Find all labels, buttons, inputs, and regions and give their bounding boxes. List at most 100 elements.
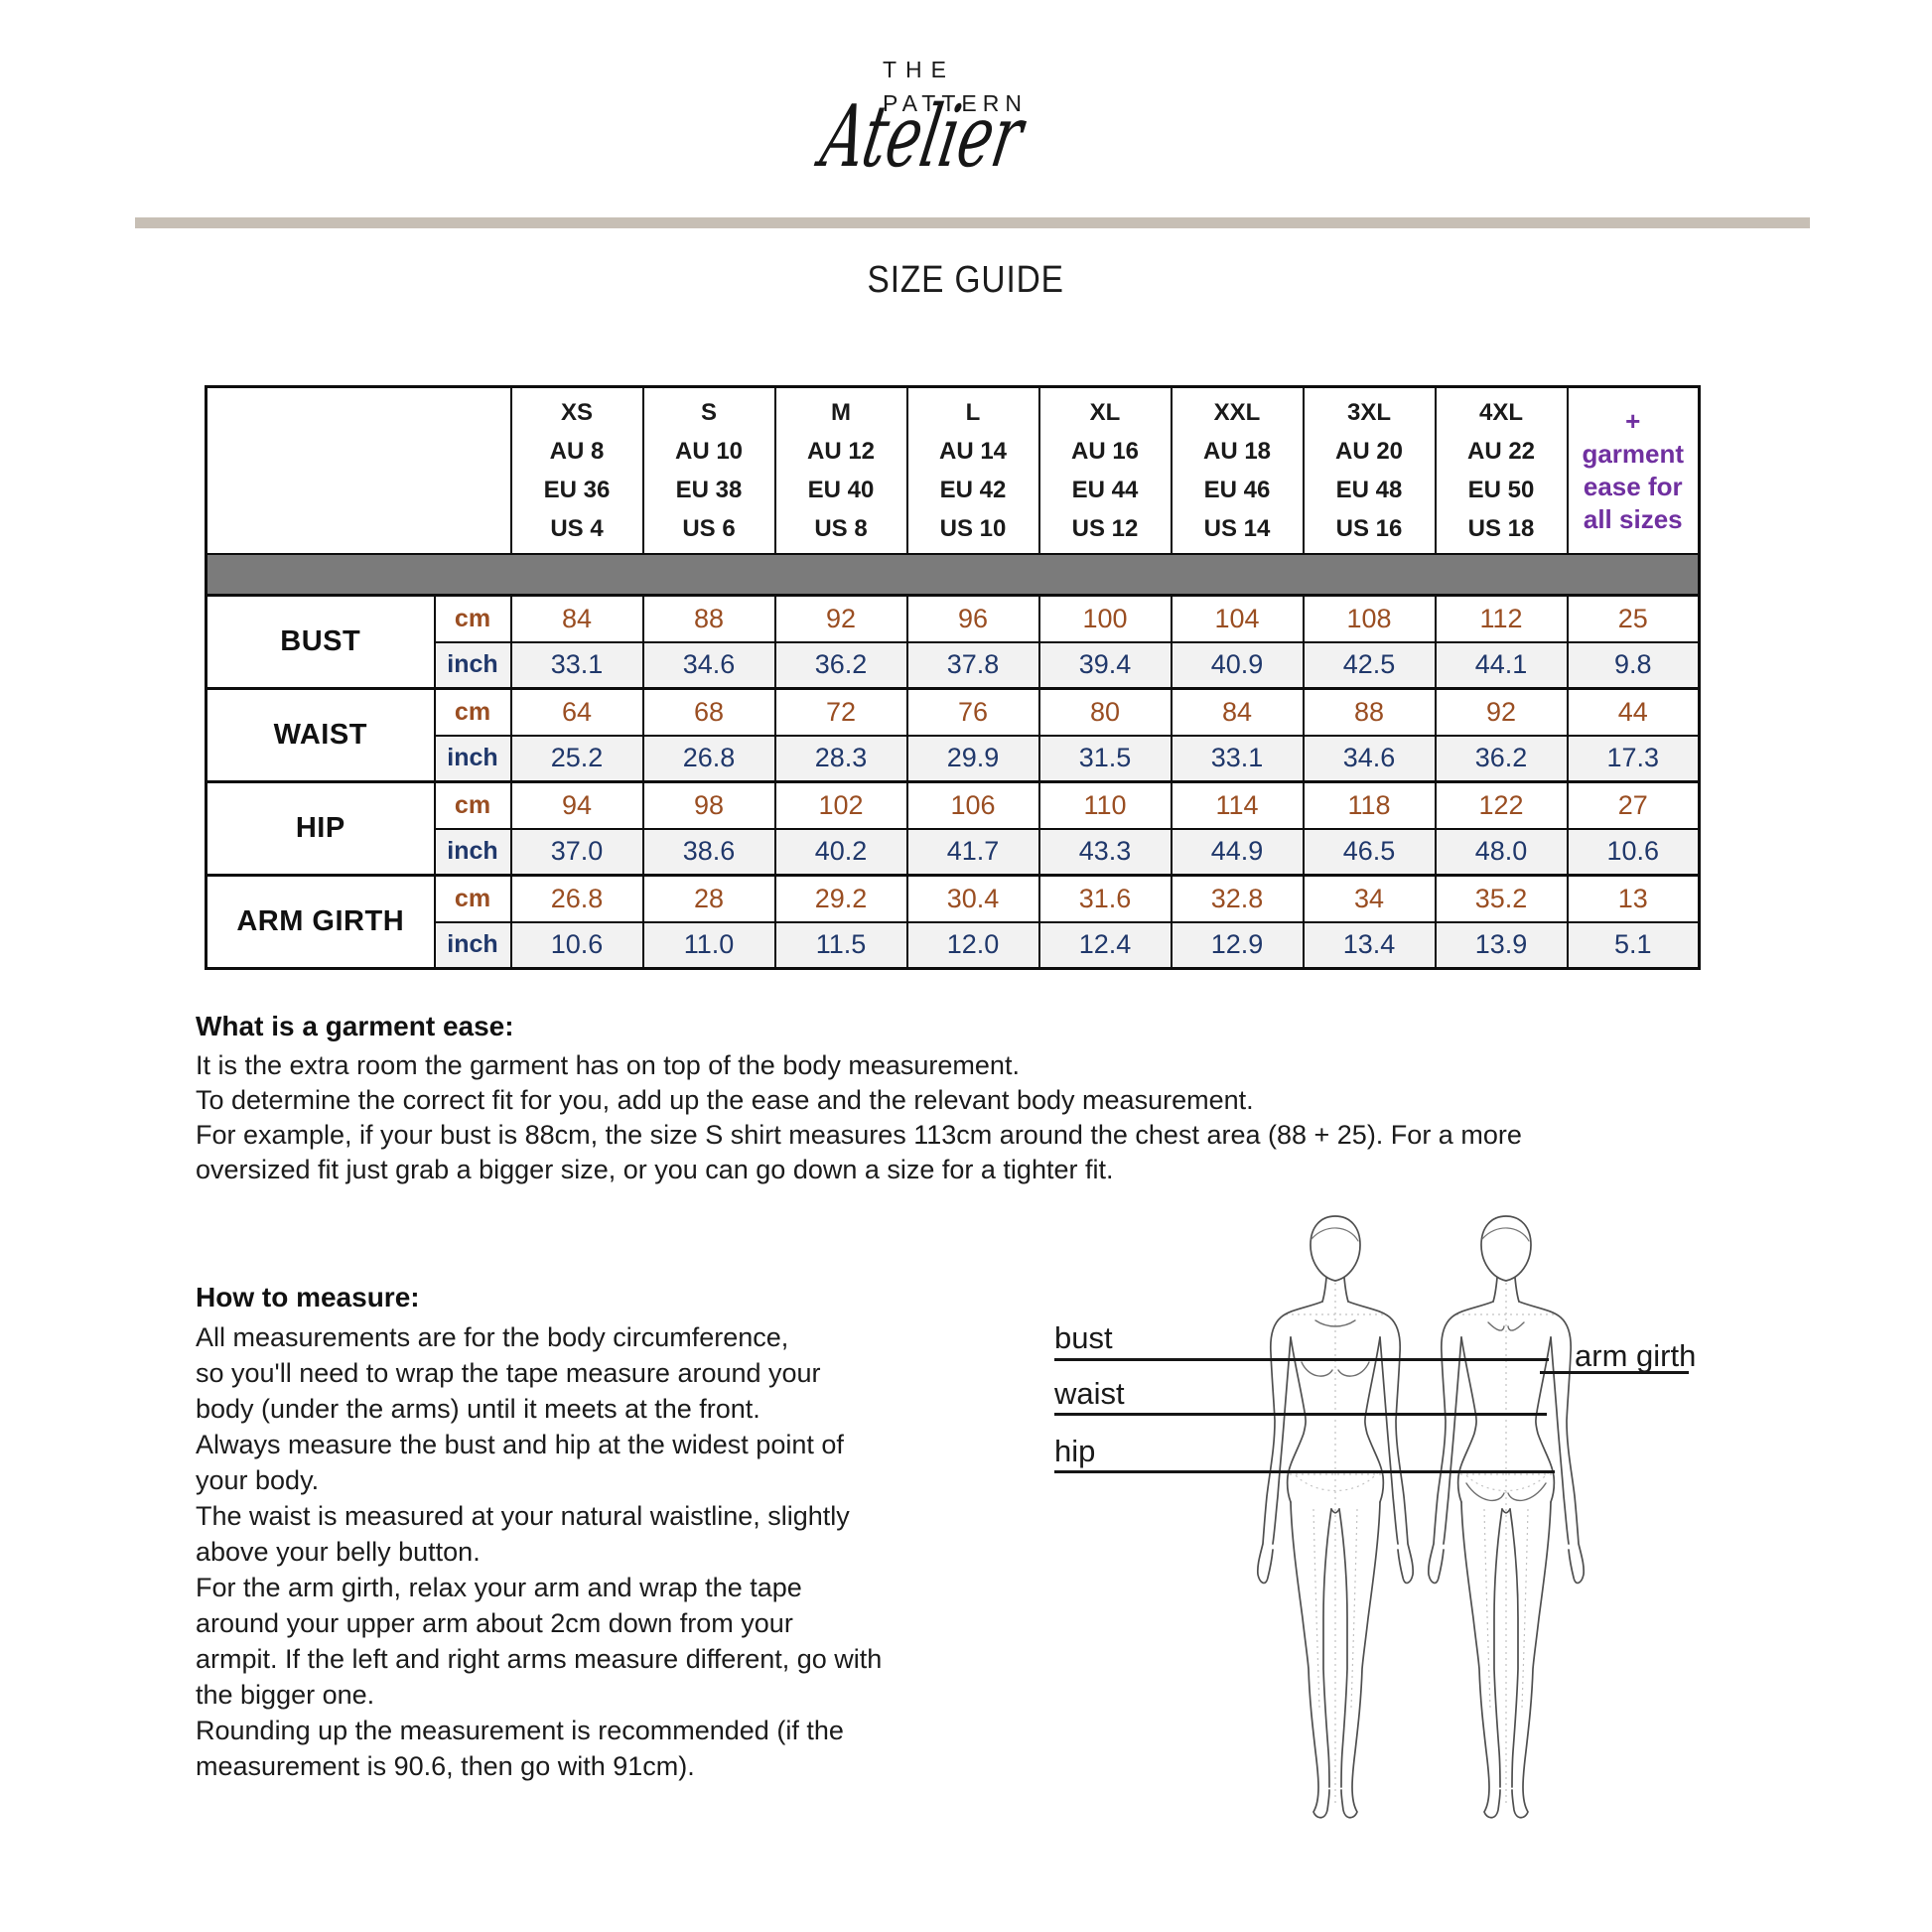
unit-inch-cell: inch	[433, 827, 512, 877]
cm-value-cell: 112	[1434, 594, 1569, 643]
hip-line-label: hip	[1054, 1434, 1096, 1468]
waist-line-label: waist	[1054, 1376, 1125, 1411]
ease-column-header: + garment ease for all sizes	[1566, 385, 1701, 555]
how-to-measure-text-line: The waist is measured at your natural wa…	[196, 1501, 850, 1531]
unit-cm-cell: cm	[433, 780, 512, 830]
how-to-measure-text-line: around your upper arm about 2cm down fro…	[196, 1608, 793, 1638]
inch-value-cell: 11.0	[641, 920, 776, 970]
size-header-line: XS	[560, 398, 593, 426]
cm-value-cell: 114	[1170, 780, 1305, 830]
size-header-line: S	[700, 398, 717, 426]
cm-value-cell: 92	[1434, 687, 1569, 737]
size-header-line: AU 20	[1334, 437, 1404, 465]
cm-value-cell: 32.8	[1170, 874, 1305, 923]
measurement-label: BUST	[205, 594, 436, 690]
cm-value-cell: 80	[1037, 687, 1173, 737]
how-to-measure-text-line: so you'll need to wrap the tape measure …	[196, 1358, 821, 1388]
size-header-line: EU 42	[939, 476, 1007, 503]
inch-value-cell: 26.8	[641, 734, 776, 783]
size-header-line: 3XL	[1346, 398, 1391, 426]
inch-value-cell: 31.5	[1037, 734, 1173, 783]
arm-girth-line	[1540, 1371, 1689, 1374]
size-column-header: XS AU 8 EU 36 US 4	[509, 385, 644, 555]
measurement-label: WAIST	[205, 687, 436, 783]
how-to-measure-text-line: body (under the arms) until it meets at …	[196, 1394, 760, 1424]
logo-script-atelier: Atelier	[814, 87, 1031, 187]
size-header-line: XL	[1089, 398, 1121, 426]
cm-value-cell: 64	[509, 687, 644, 737]
how-to-measure-text-line: your body.	[196, 1465, 320, 1495]
size-header-line: EU 36	[543, 476, 611, 503]
unit-inch-cell: inch	[433, 734, 512, 783]
size-header-line: EU 44	[1071, 476, 1139, 503]
unit-cm-cell: cm	[433, 594, 512, 643]
cm-value-cell: 29.2	[773, 874, 908, 923]
how-to-measure-text-line: above your belly button.	[196, 1537, 481, 1567]
unit-cm-cell: cm	[433, 687, 512, 737]
inch-value-cell: 48.0	[1434, 827, 1569, 877]
measurement-cm-row: BUST cm 84 88 92 96 100 104 108 112 25	[205, 594, 1701, 690]
how-to-measure-text-line: Rounding up the measurement is recommend…	[196, 1716, 844, 1745]
cm-value-cell: 110	[1037, 780, 1173, 830]
inch-value-cell: 13.9	[1434, 920, 1569, 970]
cm-value-cell: 84	[1170, 687, 1305, 737]
inch-value-cell: 43.3	[1037, 827, 1173, 877]
cm-value-cell: 28	[641, 874, 776, 923]
cm-value-cell: 98	[641, 780, 776, 830]
size-header-line: AU 8	[549, 437, 605, 465]
how-to-measure-text-line: measurement is 90.6, then go with 91cm).	[196, 1751, 695, 1781]
inch-value-cell: 28.3	[773, 734, 908, 783]
how-to-measure-text-line: For the arm girth, relax your arm and wr…	[196, 1573, 802, 1602]
measurement-inch-row: inch 25.2 26.8 28.3 29.9 31.5 33.1 34.6 36.2 17.3	[207, 734, 1701, 783]
size-header-line: EU 48	[1335, 476, 1403, 503]
how-to-measure-text-line: the bigger one.	[196, 1680, 375, 1710]
inch-value-cell: 36.2	[773, 640, 908, 690]
size-column-header: XXL AU 18 EU 46 US 14	[1170, 385, 1305, 555]
size-header-line: US 14	[1203, 514, 1271, 542]
figure-back	[1427, 1215, 1586, 1819]
ease-header-line: garment	[1582, 438, 1685, 469]
size-header-line: US 4	[550, 514, 604, 542]
logo-word-pattern: PATTERN	[883, 90, 1028, 116]
cm-value-cell: 122	[1434, 780, 1569, 830]
size-column-header: S AU 10 EU 38 US 6	[641, 385, 776, 555]
size-header-line: AU 18	[1202, 437, 1272, 465]
inch-value-cell: 12.4	[1037, 920, 1173, 970]
size-header-line: AU 14	[938, 437, 1008, 465]
cm-value-cell: 34	[1302, 874, 1437, 923]
size-column-header: M AU 12 EU 40 US 8	[773, 385, 908, 555]
page-title-text: SIZE GUIDE	[867, 259, 1065, 301]
size-column-header: XL AU 16 EU 44 US 12	[1037, 385, 1173, 555]
garment-ease-text-line: For example, if your bust is 88cm, the s…	[196, 1120, 1522, 1150]
hip-line	[1054, 1470, 1555, 1473]
how-to-measure-text-line: Always measure the bust and hip at the w…	[196, 1430, 844, 1459]
how-to-measure-text-line: armpit. If the left and right arms measu…	[196, 1644, 883, 1674]
logo-word-the: THE	[883, 57, 955, 82]
size-header-line: AU 22	[1466, 437, 1536, 465]
cm-value-cell: 44	[1566, 687, 1701, 737]
cm-value-cell: 118	[1302, 780, 1437, 830]
size-header-line: AU 16	[1070, 437, 1140, 465]
size-header-line: US 12	[1071, 514, 1139, 542]
inch-value-cell: 12.9	[1170, 920, 1305, 970]
size-header-line: US 6	[682, 514, 736, 542]
inch-value-cell: 44.9	[1170, 827, 1305, 877]
size-header-line: EU 50	[1467, 476, 1535, 503]
size-header-line: EU 46	[1203, 476, 1271, 503]
bust-line	[1054, 1358, 1549, 1361]
cm-value-cell: 88	[641, 594, 776, 643]
table-divider-row	[205, 552, 1701, 597]
cm-value-cell: 26.8	[509, 874, 644, 923]
how-to-measure-heading: How to measure:	[196, 1282, 420, 1312]
body-figures-illustration	[1256, 1215, 1586, 1819]
size-header-line: L	[965, 398, 981, 426]
measurement-inch-row: inch 37.0 38.6 40.2 41.7 43.3 44.9 46.5 48.0 10.6	[207, 827, 1701, 877]
cm-value-cell: 94	[509, 780, 644, 830]
cm-value-cell: 108	[1302, 594, 1437, 643]
inch-value-cell: 29.9	[905, 734, 1040, 783]
size-header-line: 4XL	[1478, 398, 1523, 426]
inch-value-cell: 41.7	[905, 827, 1040, 877]
inch-value-cell: 25.2	[509, 734, 644, 783]
size-header-line: XXL	[1213, 398, 1261, 426]
